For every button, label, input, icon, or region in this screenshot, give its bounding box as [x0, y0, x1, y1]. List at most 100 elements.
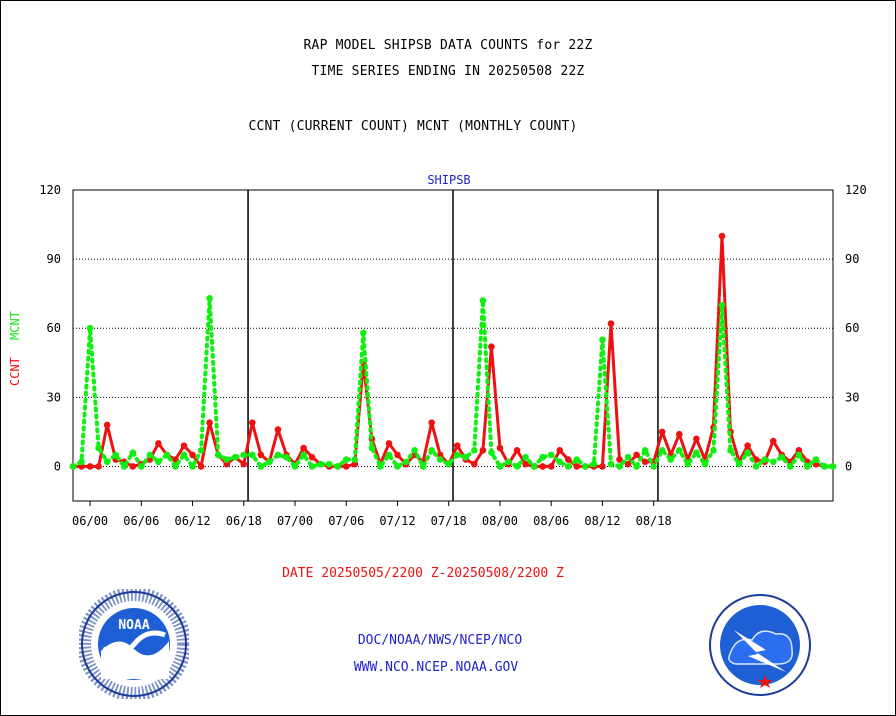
- point-mcnt-89: [829, 463, 837, 470]
- point-mcnt-7: [129, 449, 137, 456]
- point-ccnt-4: [103, 421, 111, 429]
- point-ccnt-28: [308, 453, 316, 461]
- point-mcnt-40: [411, 447, 418, 454]
- x-tick-label-07/00: 07/00: [277, 514, 313, 528]
- point-mcnt-33: [351, 456, 359, 463]
- x-tick-label-08/06: 08/06: [533, 514, 569, 528]
- point-mcnt-48: [479, 297, 487, 304]
- x-tick-label-08/18: 08/18: [636, 514, 672, 528]
- point-mcnt-63: [607, 460, 615, 468]
- point-ccnt-49: [488, 343, 495, 350]
- point-mcnt-41: [419, 463, 427, 470]
- point-mcnt-36: [377, 463, 384, 470]
- point-mcnt-83: [778, 453, 786, 461]
- x-tick-label-08/12: 08/12: [584, 514, 620, 528]
- point-mcnt-49: [488, 449, 495, 456]
- point-mcnt-85: [795, 451, 803, 459]
- point-ccnt-33: [351, 460, 359, 468]
- x-tick-label-06/18: 06/18: [226, 514, 262, 528]
- point-mcnt-18: [223, 456, 231, 463]
- point-mcnt-52: [513, 463, 521, 470]
- series-layer: [69, 232, 837, 470]
- point-mcnt-55: [539, 453, 546, 461]
- point-ccnt-73: [693, 435, 700, 443]
- point-mcnt-28: [308, 463, 316, 470]
- y-tick-label-right-60: 60: [845, 321, 859, 335]
- point-ccnt-76: [718, 232, 726, 240]
- point-mcnt-23: [266, 458, 273, 466]
- point-ccnt-18: [223, 460, 231, 468]
- point-mcnt-86: [804, 463, 811, 470]
- point-mcnt-54: [530, 463, 538, 470]
- point-mcnt-77: [727, 447, 734, 454]
- point-mcnt-15: [197, 447, 205, 454]
- point-mcnt-53: [522, 453, 529, 461]
- point-ccnt-67: [641, 458, 649, 466]
- point-mcnt-57: [556, 458, 564, 466]
- point-ccnt-15: [197, 463, 205, 470]
- point-ccnt-32: [342, 463, 350, 470]
- point-mcnt-84: [787, 463, 794, 470]
- point-ccnt-22: [257, 451, 265, 459]
- footer-website[interactable]: WWW.NCO.NCEP.NOAA.GOV: [353, 660, 519, 675]
- point-ccnt-20: [240, 460, 248, 468]
- point-mcnt-45: [453, 451, 461, 459]
- point-mcnt-35: [368, 444, 376, 452]
- noaa-logo: NOAA: [79, 589, 189, 699]
- date-range: DATE 20250505/2200 Z-20250508/2200 Z: [282, 566, 564, 581]
- point-mcnt-37: [385, 451, 393, 459]
- point-mcnt-88: [821, 463, 828, 470]
- point-ccnt-7: [129, 463, 137, 470]
- point-ccnt-62: [599, 463, 606, 470]
- point-ccnt-38: [394, 451, 401, 459]
- point-ccnt-50: [496, 444, 504, 452]
- point-mcnt-59: [573, 456, 581, 463]
- point-mcnt-19: [231, 453, 239, 461]
- point-ccnt-48: [479, 447, 487, 454]
- point-mcnt-80: [752, 463, 760, 470]
- point-mcnt-62: [599, 336, 606, 344]
- point-mcnt-65: [624, 453, 632, 461]
- point-mcnt-5: [112, 451, 119, 459]
- point-mcnt-60: [582, 463, 589, 470]
- point-mcnt-11: [163, 451, 171, 459]
- point-mcnt-50: [496, 463, 504, 470]
- x-tick-label-07/06: 07/06: [328, 514, 364, 528]
- point-ccnt-64: [616, 456, 623, 463]
- point-ccnt-65: [624, 460, 632, 468]
- y-axis-right: 0 30 60 90 120: [845, 183, 867, 473]
- point-mcnt-6: [120, 463, 128, 470]
- point-mcnt-20: [240, 451, 248, 459]
- footer-org: DOC/NOAA/NWS/NCEP/NCO: [357, 633, 523, 648]
- point-mcnt-29: [317, 460, 324, 468]
- point-mcnt-8: [138, 463, 145, 470]
- x-tick-label-06/00: 06/00: [72, 514, 108, 528]
- point-mcnt-4: [103, 458, 111, 466]
- chart-title-line3: CCNT (CURRENT COUNT) MCNT (MONTHLY COUNT…: [248, 119, 578, 134]
- point-mcnt-22: [257, 463, 265, 470]
- point-ccnt-47: [471, 460, 478, 468]
- point-ccnt-66: [633, 451, 640, 459]
- y-tick-label-left-30: 30: [47, 390, 61, 404]
- point-mcnt-0: [69, 463, 77, 470]
- point-mcnt-67: [641, 447, 649, 454]
- y-tick-label-left-60: 60: [47, 321, 61, 335]
- point-mcnt-38: [394, 463, 401, 470]
- y-tick-label-right-30: 30: [845, 390, 859, 404]
- point-mcnt-74: [701, 460, 709, 468]
- point-ccnt-21: [249, 419, 256, 426]
- point-ccnt-2: [86, 463, 94, 470]
- point-ccnt-13: [180, 442, 188, 450]
- point-mcnt-61: [590, 460, 598, 468]
- x-axis: 06/00 06/06 06/12 06/18 07/00 07/06 07/12 07/18…: [72, 501, 672, 528]
- y-tick-label-left-90: 90: [47, 252, 61, 266]
- point-mcnt-64: [616, 463, 623, 470]
- point-mcnt-32: [342, 456, 350, 463]
- point-ccnt-53: [522, 460, 529, 468]
- point-mcnt-58: [564, 463, 572, 470]
- point-mcnt-56: [547, 451, 555, 459]
- point-mcnt-1: [78, 458, 85, 466]
- point-mcnt-70: [667, 456, 675, 463]
- point-mcnt-72: [684, 460, 692, 468]
